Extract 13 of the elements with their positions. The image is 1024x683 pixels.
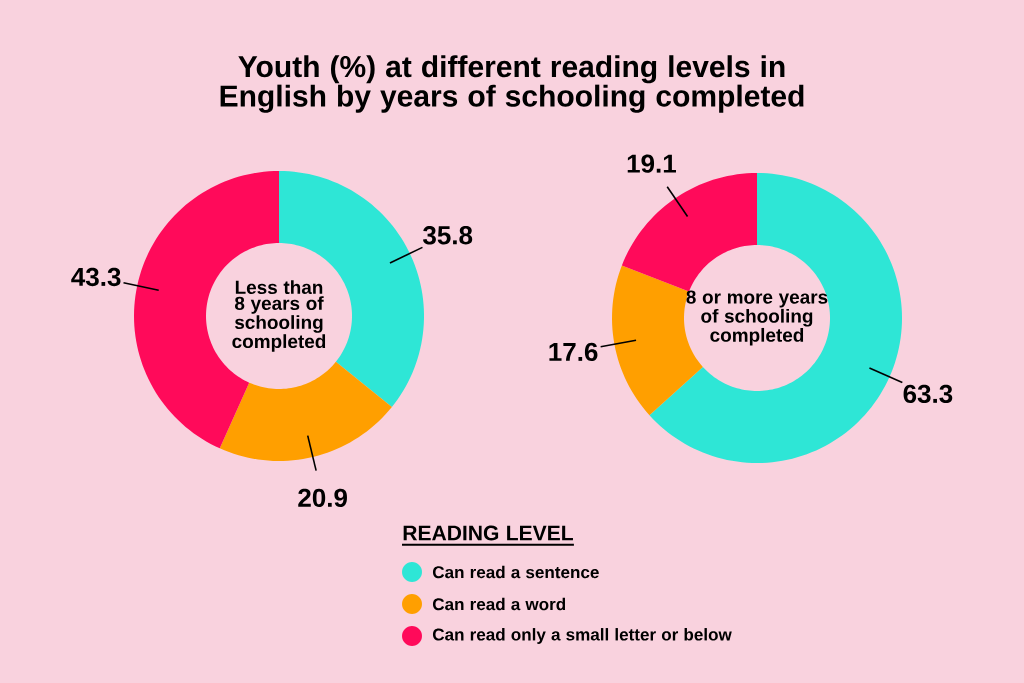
legend-title: READING LEVEL	[403, 525, 573, 541]
legend-label: Can read a sentence	[432, 565, 599, 579]
legend-label: Can read only a small letter or below	[432, 628, 732, 644]
data-label: 17.6	[549, 342, 598, 362]
data-label: 35.8	[423, 226, 473, 245]
text: 8 or more years of schooling completed	[686, 290, 828, 346]
data-label: 19.1	[627, 154, 676, 173]
legend-label: Can read a word	[432, 597, 566, 611]
chart-title: Youth (%) at different reading levels in English by years of schooling completed	[220, 55, 804, 113]
text: Less than 8 years of schooling completed	[232, 280, 326, 352]
data-label: 43.3	[71, 267, 121, 287]
data-label: 63.3	[903, 384, 953, 404]
data-label: 20.9	[298, 488, 347, 508]
